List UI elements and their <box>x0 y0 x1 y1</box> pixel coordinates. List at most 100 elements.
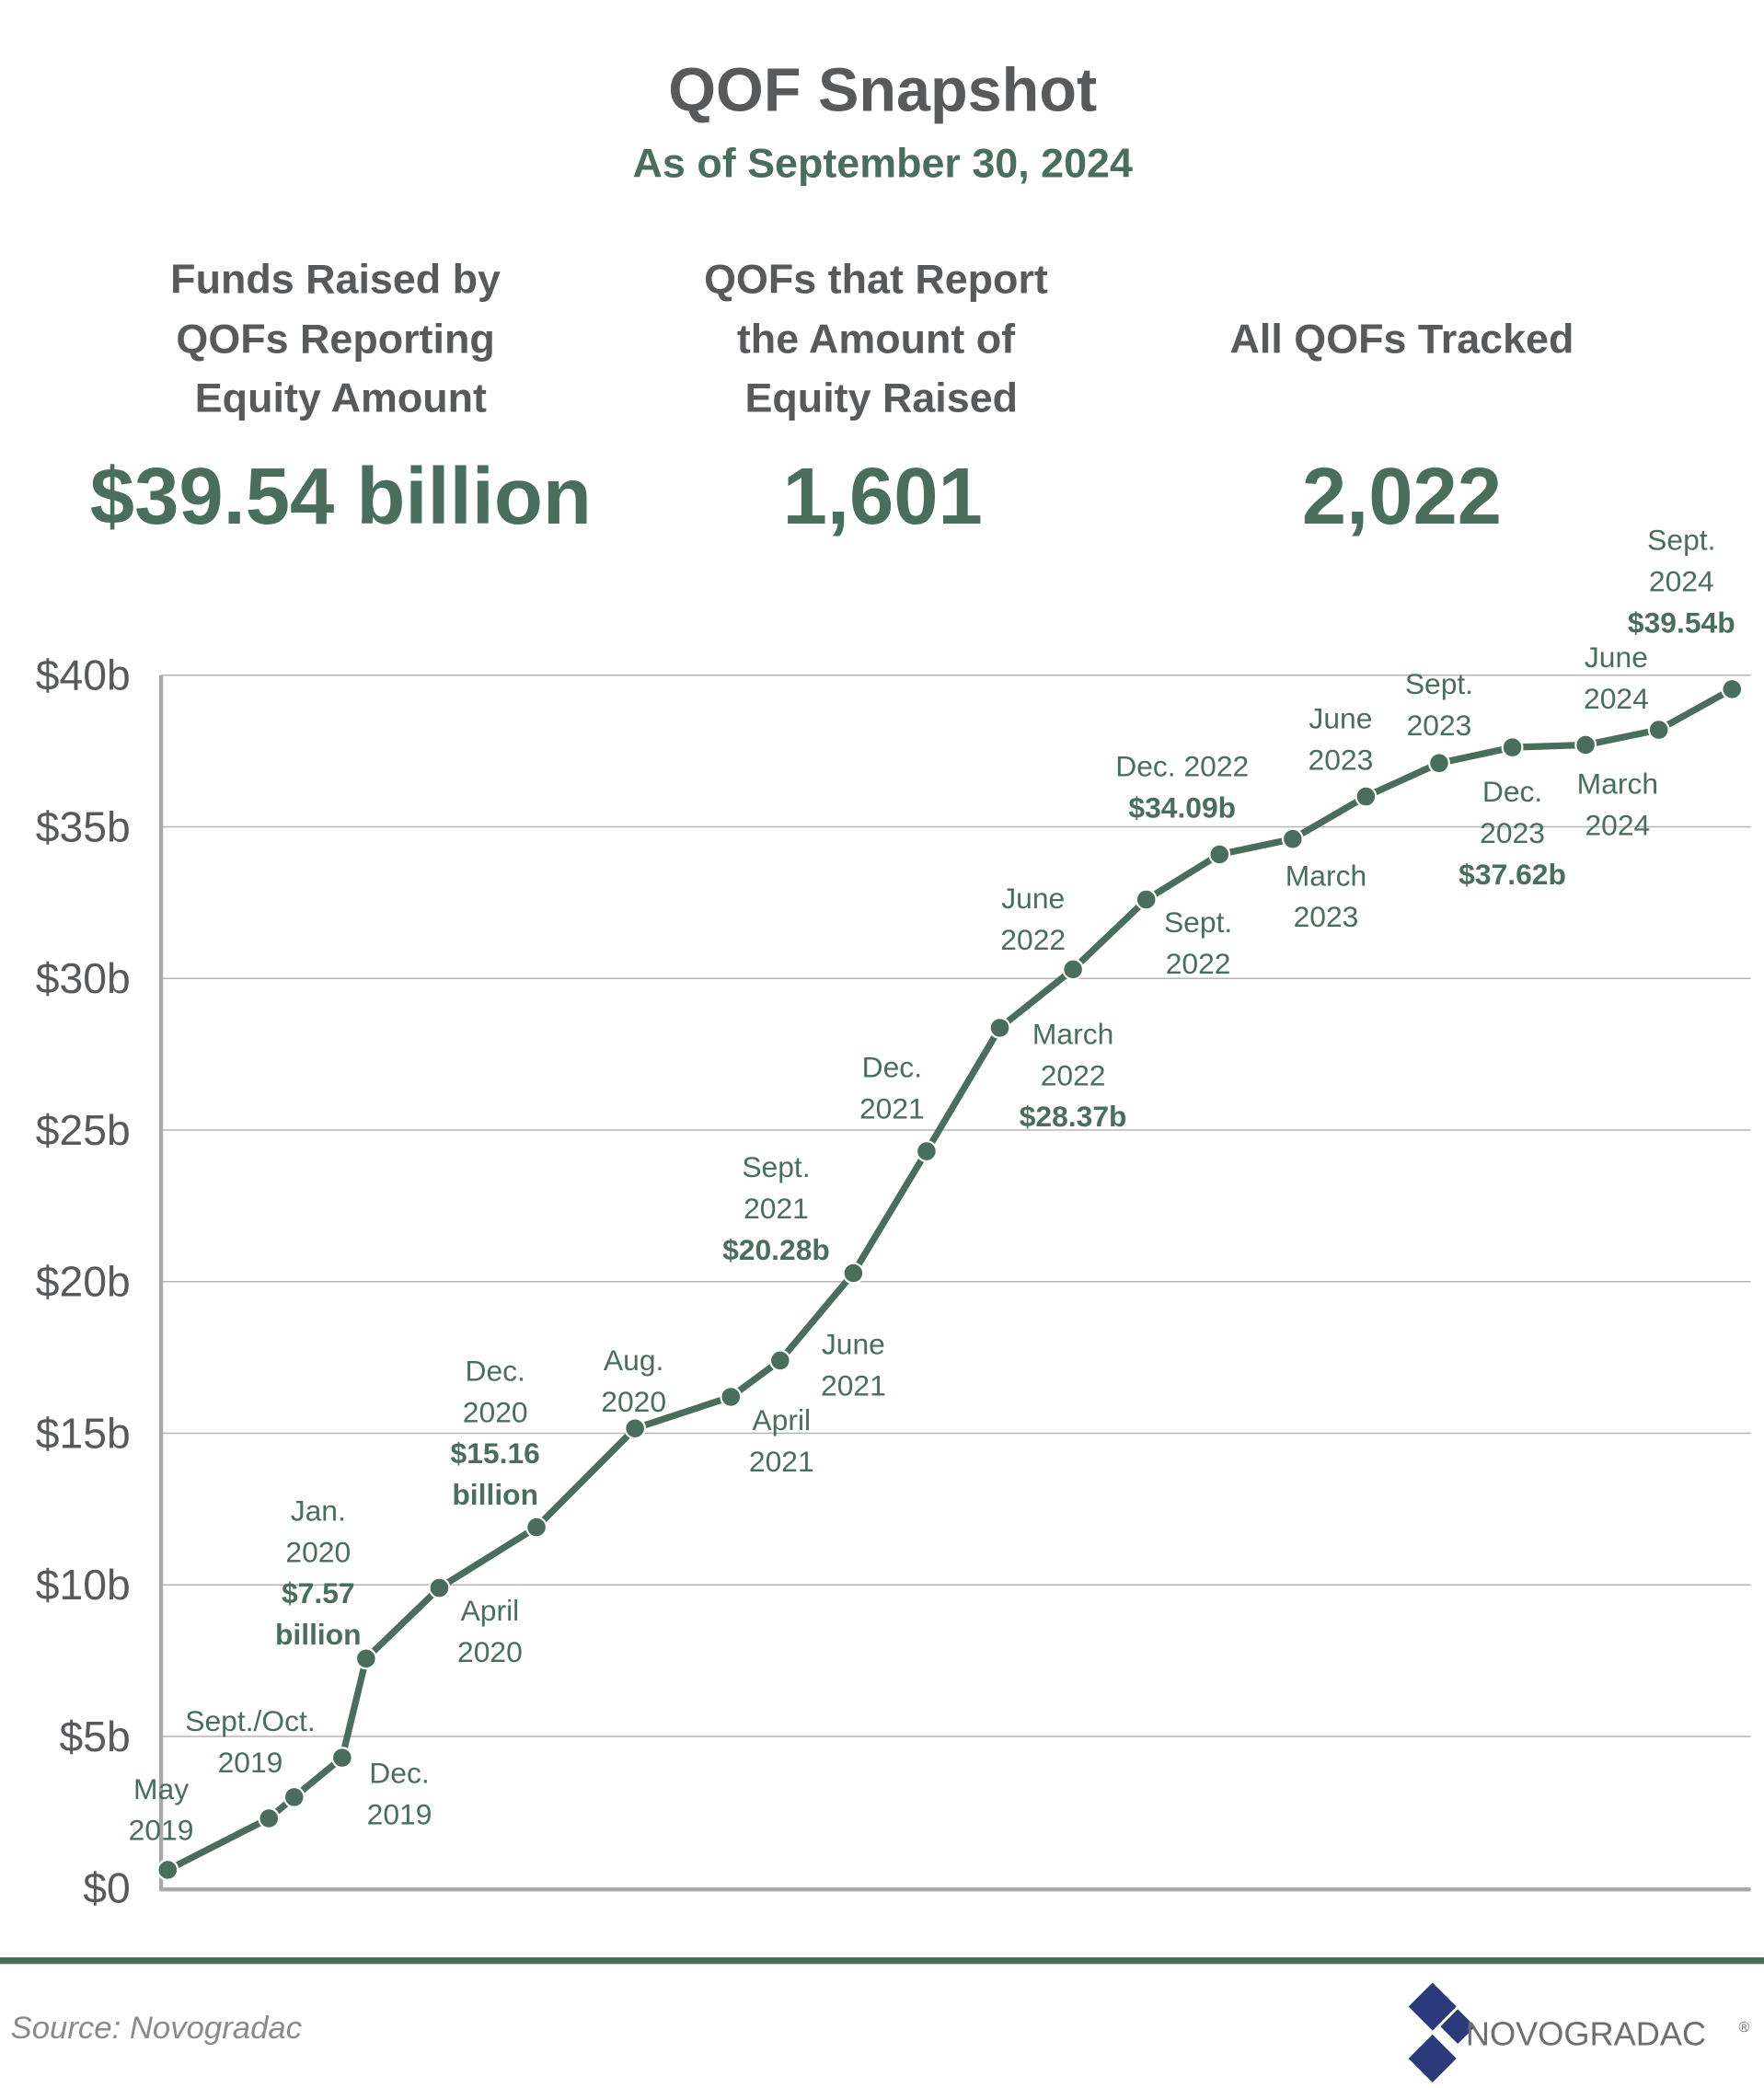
stat-value: 2,022 <box>1302 452 1502 541</box>
y-tick-label: $5b <box>60 1713 131 1760</box>
annotation-label: Sept. <box>1647 524 1715 557</box>
data-point <box>1647 719 1670 741</box>
annotation-label: March <box>1577 767 1658 801</box>
annotation-label: June <box>1309 702 1372 735</box>
annotation-label: Dec. 2022 <box>1115 750 1249 783</box>
annotation-label: 2024 <box>1649 565 1714 598</box>
data-point <box>156 1859 179 1881</box>
y-tick-label: $0 <box>83 1864 130 1912</box>
annotation-label: 2021 <box>744 1192 809 1225</box>
annotation-label: 2023 <box>1480 816 1545 849</box>
annotation-label: 2023 <box>1294 900 1359 933</box>
annotation-label: Dec. <box>862 1051 922 1084</box>
annotation-label: 2021 <box>821 1368 886 1402</box>
annotation-label: Sept. <box>1405 667 1473 700</box>
annotation-label: March <box>1286 859 1366 892</box>
annotation-value: billion <box>275 1618 362 1651</box>
stat-label-line: Equity Raised <box>745 374 1019 421</box>
annotation-value: $34.09b <box>1128 791 1236 825</box>
data-point <box>1428 752 1450 775</box>
data-point <box>768 1349 791 1372</box>
annotation-label: 2021 <box>859 1092 925 1125</box>
line-chart: $0 $5b $10b $15b $20b $25b $30b $35b $40b May 2019… <box>36 524 1751 1912</box>
annotation-label: 2020 <box>285 1535 351 1568</box>
data-point <box>720 1386 743 1408</box>
data-point <box>988 1017 1011 1039</box>
data-point <box>258 1807 281 1829</box>
stat-label-line: Funds Raised by <box>170 256 501 303</box>
y-tick-label: $40b <box>36 652 131 699</box>
annotation-label: 2019 <box>367 1797 432 1830</box>
logo-text: NOVOGRADAC <box>1466 2014 1706 2052</box>
y-tick-label: $20b <box>36 1258 131 1306</box>
annotation-label: April <box>752 1403 811 1436</box>
annotation-label: Sept./Oct. <box>185 1704 315 1737</box>
data-point <box>1501 736 1524 759</box>
annotation-label: Dec. <box>465 1355 525 1388</box>
annotation-value: $15.16 <box>451 1436 540 1470</box>
stat-qofs-reporting: QOFs that Report the Amount of Equity Ra… <box>704 256 1048 541</box>
annotation-label: Aug. <box>604 1344 663 1377</box>
stat-all-qofs: All QOFs Tracked 2,022 <box>1230 316 1574 541</box>
annotation-value: $37.62b <box>1458 858 1566 891</box>
annotation-label: 2024 <box>1584 682 1649 715</box>
annotation-label: Dec. <box>369 1756 429 1789</box>
y-tick-label: $25b <box>36 1106 131 1154</box>
page-title: QOF Snapshot <box>668 56 1097 124</box>
data-point <box>525 1516 548 1539</box>
annotation-label: 2019 <box>129 1814 194 1847</box>
annotation-label: 2023 <box>1407 709 1472 742</box>
stat-label-line: QOFs Reporting <box>176 316 494 363</box>
data-point <box>428 1576 451 1599</box>
annotation-label: May <box>133 1772 189 1805</box>
annotation-label: Sept. <box>742 1150 810 1183</box>
annotation-label: June <box>822 1328 885 1361</box>
data-point <box>624 1417 647 1440</box>
annotation-label: 2022 <box>1166 947 1231 980</box>
annotation-value: $7.57 <box>282 1576 355 1609</box>
stat-value: 1,601 <box>783 452 983 541</box>
y-tick-label: $35b <box>36 802 131 850</box>
annotation-value: $20.28b <box>722 1233 830 1266</box>
annotation-value: $39.54b <box>1628 606 1735 639</box>
y-tick-label: $30b <box>36 954 131 1002</box>
annotation-label: 2024 <box>1585 808 1650 841</box>
annotation-label: Sept. <box>1164 906 1232 939</box>
annotation-label: 2023 <box>1309 743 1374 776</box>
stat-funds-raised: Funds Raised by QOFs Reporting Equity Am… <box>90 256 592 541</box>
footer-divider <box>0 1956 1764 1965</box>
data-point <box>1574 733 1597 756</box>
data-point <box>330 1747 353 1770</box>
data-point <box>916 1140 938 1163</box>
stat-label-line: QOFs that Report <box>704 256 1048 303</box>
stat-value: $39.54 billion <box>90 452 592 541</box>
annotation-value: $28.37b <box>1020 1100 1127 1133</box>
data-point <box>354 1647 377 1670</box>
y-tick-label: $10b <box>36 1561 131 1609</box>
annotation-label: Dec. <box>1482 775 1542 808</box>
data-point <box>1355 785 1378 808</box>
annotation-label: 2020 <box>601 1385 666 1418</box>
data-point <box>842 1262 865 1285</box>
data-point <box>1721 677 1744 700</box>
data-point <box>1208 843 1231 866</box>
annotation-label: 2019 <box>218 1746 283 1779</box>
stat-label-line: All QOFs Tracked <box>1230 316 1574 363</box>
annotation-label: 2020 <box>457 1635 523 1668</box>
data-point <box>282 1785 306 1808</box>
data-point <box>1135 888 1158 911</box>
annotation-label: Jan. <box>291 1494 346 1527</box>
data-point <box>1062 958 1085 981</box>
source-note: Source: Novogradac <box>11 2011 303 2046</box>
registered-mark: ® <box>1739 2020 1750 2036</box>
annotation-label: 2022 <box>1041 1058 1106 1091</box>
annotation-label: June <box>1585 640 1648 674</box>
stat-label-line: the Amount of <box>737 316 1016 363</box>
page-subtitle: As of September 30, 2024 <box>633 140 1133 187</box>
novogradac-logo: NOVOGRADAC ® <box>1408 1982 1750 2082</box>
annotation-label: 2020 <box>463 1395 528 1428</box>
annotation-value: billion <box>452 1478 538 1511</box>
annotation-label: 2021 <box>749 1445 814 1478</box>
stat-label-line: Equity Amount <box>195 374 487 421</box>
